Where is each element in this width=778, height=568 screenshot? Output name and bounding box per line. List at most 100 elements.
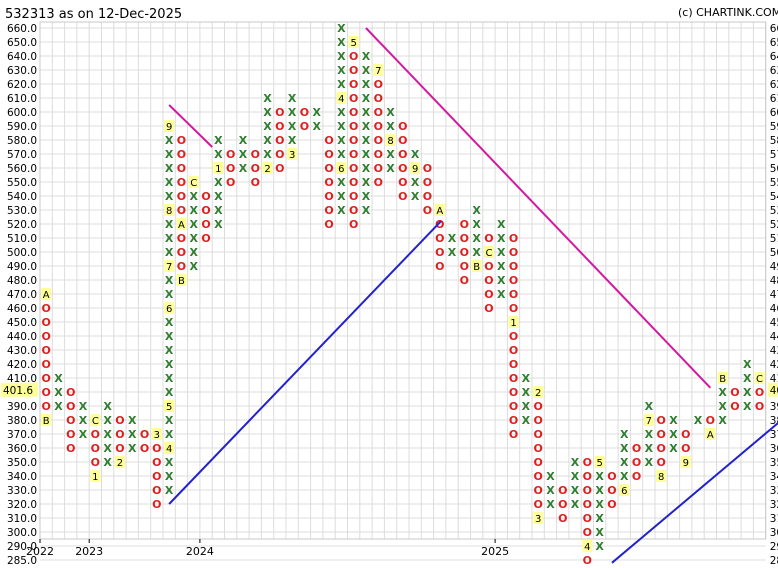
o-box: O <box>656 428 665 441</box>
x-box: X <box>337 64 346 77</box>
o-box: O <box>509 246 518 259</box>
price-label-right: 620.0 <box>770 79 778 91</box>
x-box: X <box>362 64 371 77</box>
o-box: O <box>374 134 383 147</box>
price-label-left: 620.0 <box>7 79 37 91</box>
price-label-left: 530.0 <box>7 205 37 217</box>
x-box: X <box>337 36 346 49</box>
price-label-left: 480.0 <box>7 275 37 287</box>
o-box: O <box>558 484 567 497</box>
x-box: X <box>288 92 297 105</box>
month-marker: A <box>178 220 185 231</box>
o-box: O <box>423 162 432 175</box>
price-label-right: 540.0 <box>770 191 778 203</box>
x-box: X <box>337 148 346 161</box>
x-box: X <box>54 372 63 385</box>
x-box: X <box>522 372 531 385</box>
x-box: X <box>190 218 199 231</box>
month-marker: B <box>178 276 185 287</box>
x-box: X <box>595 512 604 525</box>
x-box: X <box>190 246 199 259</box>
price-label-right: 640.0 <box>770 51 778 63</box>
o-box: O <box>460 260 469 273</box>
x-box: X <box>165 484 174 497</box>
x-box: X <box>79 400 88 413</box>
price-label-left: 310.0 <box>7 513 37 525</box>
x-box: X <box>362 190 371 203</box>
month-marker: 5 <box>166 402 172 413</box>
month-marker-bg <box>348 36 359 48</box>
month-marker: B <box>473 262 480 273</box>
o-box: O <box>533 400 542 413</box>
o-box: O <box>374 78 383 91</box>
x-box: X <box>165 134 174 147</box>
price-label-left: 320.0 <box>7 499 37 511</box>
o-box: O <box>509 414 518 427</box>
o-box: O <box>41 330 50 343</box>
x-box: X <box>239 148 248 161</box>
x-box: X <box>522 400 531 413</box>
x-box: X <box>497 218 506 231</box>
o-box: O <box>349 148 358 161</box>
month-marker: 1 <box>510 318 516 329</box>
x-box: X <box>288 120 297 133</box>
x-box: X <box>362 134 371 147</box>
x-box: X <box>448 232 457 245</box>
x-box: X <box>362 106 371 119</box>
month-marker-bg <box>410 162 421 174</box>
o-box: O <box>423 204 432 217</box>
last-price-highlight-right <box>767 382 778 397</box>
price-label-right: 310.0 <box>770 513 778 525</box>
price-label-left: 350.0 <box>7 457 37 469</box>
o-box: O <box>484 302 493 315</box>
o-box: O <box>509 386 518 399</box>
month-marker: 4 <box>166 444 172 455</box>
x-box: X <box>472 204 481 217</box>
o-box: O <box>177 232 186 245</box>
x-box: X <box>288 134 297 147</box>
o-box: O <box>533 414 542 427</box>
o-box: O <box>349 162 358 175</box>
price-label-left: 440.0 <box>7 331 37 343</box>
month-marker-bg <box>471 260 482 272</box>
price-label-right: 285.0 <box>770 555 778 567</box>
x-box: X <box>472 218 481 231</box>
o-box: O <box>41 316 50 329</box>
o-box: O <box>509 288 518 301</box>
o-box: O <box>730 400 739 413</box>
x-box: X <box>79 428 88 441</box>
o-box: O <box>251 148 260 161</box>
o-box: O <box>251 176 260 189</box>
month-marker-bg <box>754 372 765 384</box>
price-label-left: 630.0 <box>7 65 37 77</box>
month-marker: 1 <box>215 164 221 175</box>
o-box: O <box>533 442 542 455</box>
o-box: O <box>324 190 333 203</box>
x-box: X <box>165 470 174 483</box>
o-box: O <box>152 470 161 483</box>
plot-frame <box>39 21 767 540</box>
price-label-right: 580.0 <box>770 135 778 147</box>
price-label-left: 380.0 <box>7 415 37 427</box>
x-box: X <box>497 260 506 273</box>
o-box: O <box>583 498 592 511</box>
o-box: O <box>201 204 210 217</box>
price-label-right: 350.0 <box>770 457 778 469</box>
month-marker-bg <box>385 134 396 146</box>
o-box: O <box>177 162 186 175</box>
o-box: O <box>177 204 186 217</box>
x-box: X <box>362 120 371 133</box>
o-box: O <box>140 442 149 455</box>
trend-lines <box>168 27 778 564</box>
o-box: O <box>656 456 665 469</box>
x-box: X <box>54 400 63 413</box>
o-box: O <box>583 484 592 497</box>
o-box: O <box>583 470 592 483</box>
price-label-right: 380.0 <box>770 415 778 427</box>
price-label-right: 370.0 <box>770 429 778 441</box>
price-label-right: 650.0 <box>770 37 778 49</box>
last-price-highlight-left <box>1 382 38 397</box>
x-box: X <box>214 218 223 231</box>
o-box: O <box>509 428 518 441</box>
